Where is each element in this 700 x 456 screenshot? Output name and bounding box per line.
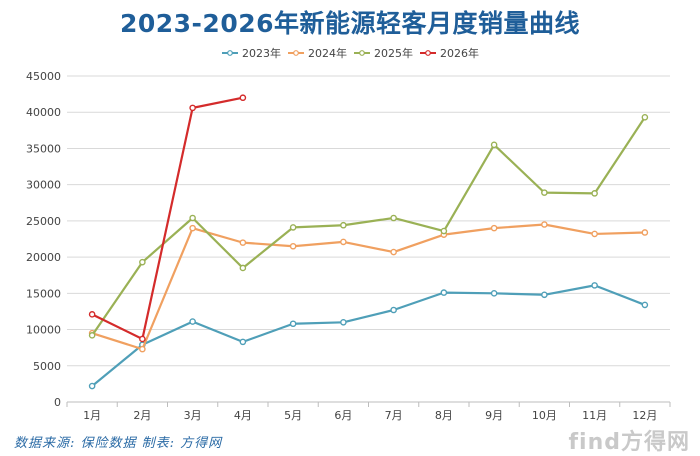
data-point (440, 289, 448, 296)
y-tick-label: 5000 (33, 360, 61, 373)
data-point (289, 320, 297, 328)
data-point (641, 229, 649, 236)
data-point (591, 282, 598, 289)
data-point (591, 190, 598, 197)
data-point (340, 238, 347, 246)
x-tick-label: 1月 (83, 409, 101, 422)
data-point (189, 318, 196, 325)
legend-label: 2023年 (242, 46, 281, 60)
x-tick-label: 10月 (532, 409, 557, 422)
data-point (239, 239, 247, 246)
x-tick-label: 6月 (334, 409, 352, 422)
data-point (239, 338, 247, 346)
series-1 (88, 221, 649, 353)
legend-marker (425, 50, 431, 56)
data-point (541, 291, 548, 299)
y-tick-label: 40000 (26, 106, 61, 119)
y-tick-label: 20000 (26, 251, 61, 264)
data-point (189, 104, 196, 112)
x-tick-label: 9月 (485, 409, 503, 422)
x-tick-label: 5月 (284, 409, 302, 422)
legend: 2023年 2024年 2025年 2026年 (222, 46, 479, 60)
x-tick-label: 11月 (582, 409, 607, 422)
x-tick-label: 12月 (632, 409, 657, 422)
data-point (591, 230, 598, 238)
y-tick-label: 15000 (26, 287, 61, 300)
data-point (641, 113, 649, 121)
source-note: 数据来源: 保险数据 制表: 方得网 (14, 436, 223, 451)
x-tick-label: 8月 (435, 409, 453, 422)
x-tick-label: 3月 (184, 409, 202, 422)
data-point (541, 221, 548, 228)
data-point (88, 311, 96, 318)
data-point (340, 319, 347, 326)
data-point (139, 335, 146, 343)
watermark-logo: find方得网 (568, 430, 690, 455)
chart-title: 2023-2026年新能源轻客月度销量曲线 (119, 9, 581, 38)
axis-layer: 0 5000 10000 15000 20000 25000 30000 35000 40000… (26, 70, 671, 422)
series-2 (88, 113, 649, 339)
legend-label: 2026年 (440, 46, 479, 60)
data-point (88, 382, 96, 390)
data-point (289, 242, 297, 250)
data-point (239, 94, 247, 102)
data-point (289, 224, 297, 231)
data-point (541, 189, 548, 196)
series-line (91, 284, 646, 388)
data-point (390, 248, 397, 256)
data-point (390, 306, 397, 314)
y-tick-label: 0 (54, 396, 61, 409)
grid-layer (67, 75, 670, 403)
data-point (490, 224, 498, 232)
series-line (91, 223, 646, 351)
data-point (189, 214, 196, 222)
y-tick-label: 25000 (26, 215, 61, 228)
data-point (88, 332, 96, 339)
y-tick-label: 30000 (26, 179, 61, 192)
x-tick-label: 2月 (133, 409, 151, 422)
legend-label: 2024年 (308, 46, 347, 60)
legend-item: 2024年 (288, 46, 347, 60)
data-point (440, 227, 448, 235)
data-point (139, 345, 146, 353)
x-tick-label: 7月 (385, 409, 403, 422)
data-point (641, 301, 649, 309)
x-tick-label: 4月 (234, 409, 252, 422)
legend-marker (227, 50, 233, 56)
data-point (340, 221, 347, 229)
series-line (91, 96, 244, 341)
data-point (189, 224, 196, 232)
legend-marker (293, 50, 299, 56)
series-layer (88, 94, 649, 390)
y-tick-label: 35000 (26, 142, 61, 155)
legend-marker (359, 50, 365, 56)
series-0 (88, 282, 649, 390)
legend-item: 2026年 (420, 46, 479, 60)
y-tick-label: 10000 (26, 324, 61, 337)
data-point (239, 264, 247, 272)
data-point (490, 141, 498, 149)
legend-label: 2025年 (374, 46, 413, 60)
data-point (390, 214, 397, 222)
legend-item: 2025年 (354, 46, 413, 60)
data-point (490, 290, 498, 297)
data-point (139, 258, 146, 266)
series-3 (88, 94, 247, 343)
series-line (91, 116, 646, 337)
y-tick-label: 45000 (26, 70, 61, 83)
legend-item: 2023年 (222, 46, 281, 60)
